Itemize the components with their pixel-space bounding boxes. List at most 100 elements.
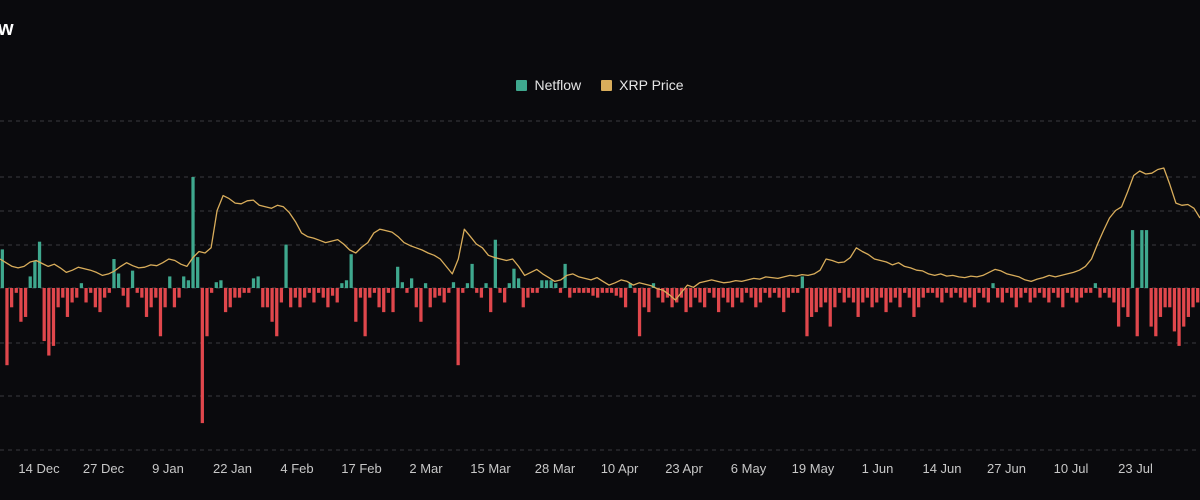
netflow-bar-248 (1154, 288, 1158, 337)
netflow-bar-88 (410, 278, 414, 288)
netflow-bar-117 (544, 280, 549, 288)
netflow-bar-169 (786, 288, 790, 298)
netflow-bar-109 (507, 283, 511, 289)
netflow-bar-65 (303, 288, 307, 298)
netflow-bar-193 (898, 288, 902, 308)
netflow-bar-222 (1033, 288, 1037, 298)
legend-label-netflow: Netflow (534, 77, 582, 93)
x-tick-label-6: 2 Mar (409, 461, 443, 476)
netflow-bar-73 (340, 283, 344, 289)
netflow-bar-8 (37, 241, 42, 288)
netflow-bar-229 (1065, 288, 1070, 293)
netflow-bar-209 (972, 288, 977, 308)
netflow-bar-208 (968, 288, 972, 298)
netflow-bar-43 (200, 288, 204, 424)
netflow-bar-220 (1023, 288, 1028, 293)
netflow-bar-92 (428, 288, 432, 308)
legend-item-netflow[interactable]: Netflow (516, 77, 581, 93)
netflow-bar-223 (1037, 288, 1042, 293)
netflow-bar-162 (754, 288, 758, 308)
netflow-bar-244 (1135, 288, 1139, 337)
netflow-bar-96 (447, 288, 451, 293)
netflow-bar-160 (744, 288, 749, 293)
netflow-bar-186 (865, 288, 870, 298)
netflow-bar-215 (1000, 288, 1004, 303)
netflow-bar-68 (316, 288, 321, 293)
netflow-bar-4 (19, 288, 23, 322)
netflow-bar-163 (758, 288, 763, 303)
netflow-bar-94 (437, 288, 442, 296)
netflow-bar-142 (661, 288, 665, 303)
netflow-bar-236 (1098, 288, 1102, 298)
netflow-bar-154 (716, 288, 721, 313)
netflow-bar-118 (549, 280, 553, 288)
netflow-bar-216 (1005, 288, 1009, 293)
netflow-bar-20 (93, 288, 97, 308)
netflow-bar-253 (1177, 288, 1181, 346)
netflow-bar-202 (940, 288, 944, 303)
netflow-bar-245 (1140, 230, 1144, 288)
x-tick-label-2: 9 Jan (152, 461, 184, 476)
netflow-bar-123 (572, 288, 577, 293)
netflow-bar-152 (707, 288, 711, 293)
netflow-bar-103 (479, 288, 484, 298)
netflow-bar-197 (916, 288, 921, 308)
netflow-bar-49 (228, 288, 232, 308)
netflow-bar-102 (475, 288, 479, 293)
netflow-bar-48 (223, 288, 228, 313)
netflow-bar-201 (935, 288, 939, 298)
netflow-bar-90 (419, 288, 423, 322)
netflow-bar-27 (126, 288, 130, 308)
netflow-bar-120 (558, 288, 563, 293)
netflow-bar-53 (247, 288, 251, 293)
netflow-bar-218 (1014, 288, 1018, 308)
x-tick-label-9: 10 Apr (601, 461, 639, 476)
netflow-bar-47 (219, 280, 223, 288)
netflow-bar-243 (1130, 230, 1135, 288)
netflow-bar-31 (144, 288, 149, 317)
legend-item-xrp-price[interactable]: XRP Price (601, 77, 684, 93)
netflow-bar-42 (196, 257, 200, 288)
netflow-bar-147 (684, 288, 688, 313)
netflow-bar-189 (879, 288, 884, 298)
netflow-bar-80 (372, 288, 377, 293)
netflow-bar-141 (656, 288, 660, 298)
netflow-bar-64 (298, 288, 302, 308)
netflow-bar-228 (1061, 288, 1065, 308)
netflow-bar-133 (619, 288, 623, 298)
netflow-bar-217 (1010, 288, 1014, 298)
netflow-bar-198 (921, 288, 925, 298)
netflow-bar-204 (949, 288, 953, 298)
netflow-bar-57 (265, 288, 270, 308)
netflow-bar-106 (493, 239, 497, 288)
netflow-bar-85 (396, 266, 400, 288)
netflow-bar-235 (1093, 283, 1097, 289)
chart-title-fragment: w (0, 18, 14, 40)
netflow-bar-166 (772, 288, 777, 293)
netflow-bar-168 (782, 288, 786, 313)
netflow-bar-131 (610, 288, 614, 293)
netflow-bar-5 (23, 288, 28, 317)
netflow-bar-176 (819, 288, 823, 308)
netflow-bar-231 (1075, 288, 1079, 303)
netflow-bar-119 (554, 283, 558, 289)
netflow-bar-210 (977, 288, 981, 293)
netflow-bar-55 (256, 276, 260, 288)
netflow-bar-52 (242, 288, 246, 293)
netflow-bar-39 (182, 276, 186, 288)
netflow-bar-155 (721, 288, 725, 298)
netflow-bar-67 (312, 288, 316, 303)
netflow-bar-126 (586, 288, 590, 293)
legend-swatch-xrp-price (601, 79, 613, 91)
netflow-bar-112 (521, 288, 525, 308)
netflow-bar-207 (963, 288, 967, 303)
netflow-bar-2 (10, 288, 14, 308)
netflow-bar-200 (930, 288, 935, 293)
x-tick-label-4: 4 Feb (280, 461, 313, 476)
netflow-bar-191 (889, 288, 893, 303)
netflow-bar-167 (777, 288, 781, 298)
netflow-bar-194 (903, 288, 907, 293)
netflow-bar-177 (823, 288, 828, 303)
netflow-bar-150 (698, 288, 702, 303)
netflow-bar-79 (368, 288, 372, 298)
